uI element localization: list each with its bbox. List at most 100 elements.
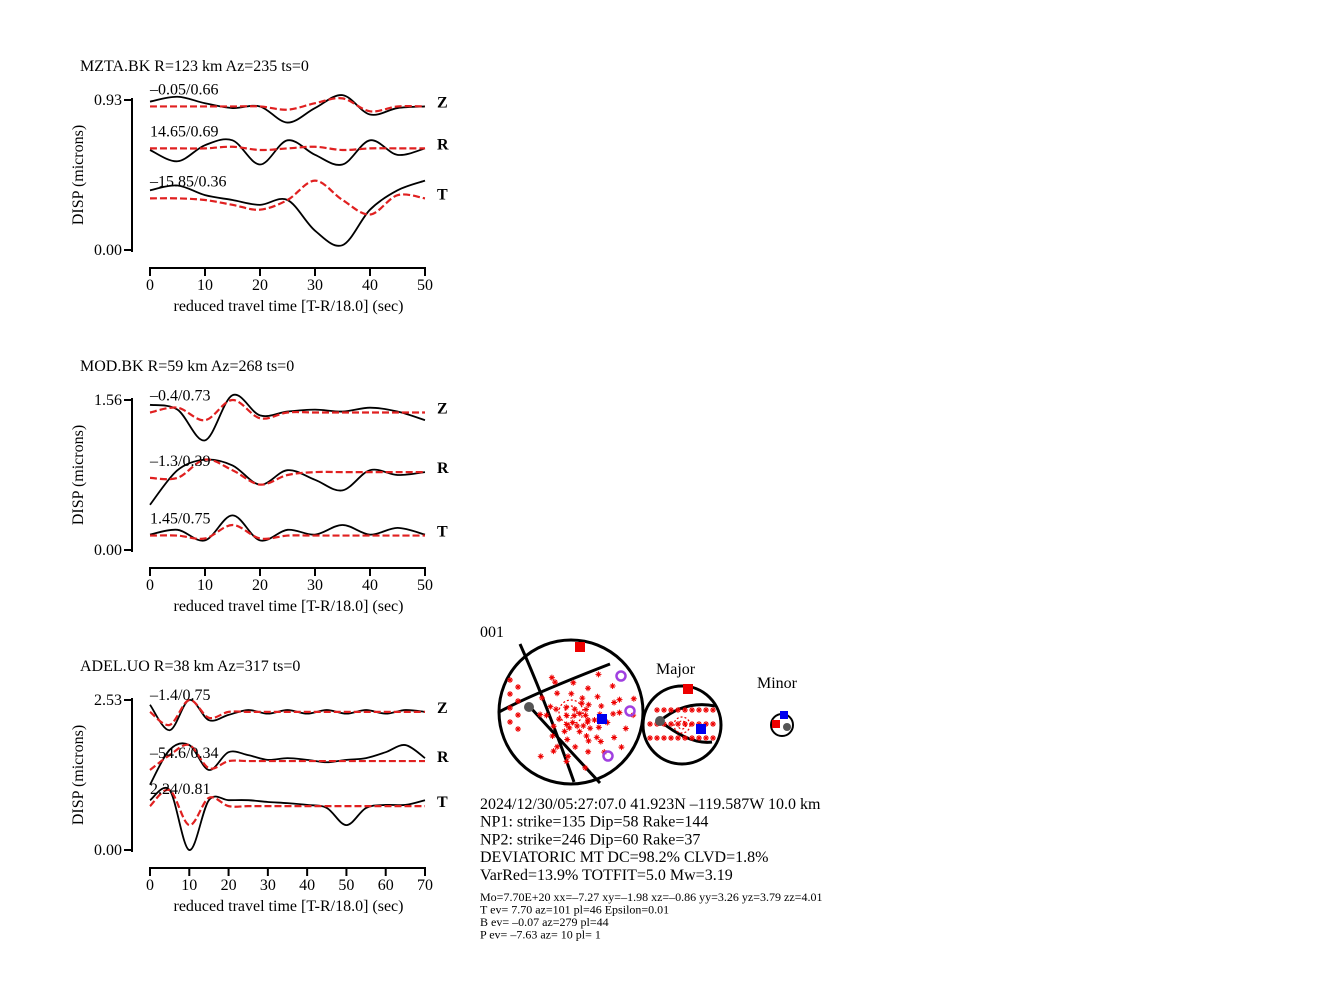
star bbox=[553, 706, 560, 713]
x-tick-label: 30 bbox=[307, 277, 323, 294]
star bbox=[630, 695, 637, 702]
x-tick-label: 10 bbox=[181, 877, 197, 894]
star bbox=[661, 707, 667, 713]
star bbox=[696, 735, 702, 741]
star bbox=[654, 707, 660, 713]
star bbox=[609, 683, 616, 690]
star bbox=[585, 737, 592, 744]
x-tick-label: 20 bbox=[221, 877, 237, 894]
star bbox=[616, 696, 623, 703]
star bbox=[668, 735, 674, 741]
star bbox=[568, 690, 575, 697]
star bbox=[548, 674, 555, 681]
mechanism-line: VarRed=13.9% TOTFIT=5.0 Mw=3.19 bbox=[480, 867, 733, 884]
y-tick-label: 0.93 bbox=[94, 92, 122, 109]
star bbox=[554, 690, 561, 697]
star bbox=[682, 707, 688, 713]
component-label: R bbox=[437, 749, 449, 766]
t-axis bbox=[575, 642, 585, 652]
star bbox=[585, 685, 592, 692]
star bbox=[587, 725, 594, 732]
star bbox=[565, 753, 572, 760]
x-tick-label: 0 bbox=[146, 877, 154, 894]
x-tick-label: 40 bbox=[299, 877, 315, 894]
x-tick-label: 40 bbox=[362, 277, 378, 294]
star bbox=[703, 735, 709, 741]
star bbox=[563, 721, 570, 728]
x-axis-label: reduced travel time [T-R/18.0] (sec) bbox=[174, 298, 404, 315]
star bbox=[597, 738, 604, 745]
star bbox=[571, 706, 578, 713]
star bbox=[604, 719, 611, 726]
observed-trace bbox=[149, 94, 426, 124]
star bbox=[675, 707, 681, 713]
synthetic-trace bbox=[149, 398, 425, 422]
star bbox=[571, 712, 578, 719]
star bbox=[570, 679, 577, 686]
station bbox=[602, 750, 614, 762]
mechanism: 001 Major Minor 2024/12/30/05:27:07.0 41… bbox=[480, 624, 822, 942]
star bbox=[579, 695, 586, 702]
star bbox=[583, 732, 590, 739]
star bbox=[668, 707, 674, 713]
t-axis bbox=[772, 720, 780, 728]
observed-trace bbox=[149, 138, 426, 166]
component-label: T bbox=[437, 524, 448, 541]
mechanism-detail: T ev= 7.70 az=101 pl=46 Epsilon=0.01 bbox=[480, 903, 669, 917]
star bbox=[682, 721, 688, 727]
x-tick-label: 20 bbox=[252, 277, 268, 294]
x-tick-label: 30 bbox=[307, 577, 323, 594]
mechanism-detail: P ev= –7.63 az= 10 pl= 1 bbox=[480, 928, 601, 942]
y-tick-label: 0.00 bbox=[94, 242, 122, 259]
component-label: Z bbox=[437, 94, 448, 111]
component-label: R bbox=[437, 136, 449, 153]
fit-annotation: –0.4/0.73 bbox=[149, 388, 210, 405]
star bbox=[696, 707, 702, 713]
star bbox=[661, 735, 667, 741]
star bbox=[547, 703, 554, 710]
y-axis-label: DISP (microns) bbox=[70, 725, 87, 825]
mechanism-detail: Mo=7.70E+20 xx=–7.27 xy=–1.98 xz=–0.86 y… bbox=[480, 890, 822, 904]
star-ring bbox=[558, 699, 584, 725]
observed-trace bbox=[149, 699, 426, 732]
mechanism-detail: B ev= –0.07 az=279 pl=44 bbox=[480, 915, 609, 929]
x-tick-label: 60 bbox=[378, 877, 394, 894]
minor-label: Minor bbox=[757, 675, 798, 692]
mechanism-line: DEVIATORIC MT DC=98.2% CLVD=1.8% bbox=[480, 849, 768, 866]
x-tick-label: 70 bbox=[417, 877, 433, 894]
star bbox=[591, 716, 598, 723]
mechanism-line: NP1: strike=135 Dip=58 Rake=144 bbox=[480, 814, 708, 831]
component-label: T bbox=[437, 186, 448, 203]
panel-title: ADEL.UO R=38 km Az=317 ts=0 bbox=[80, 658, 300, 675]
star bbox=[580, 722, 587, 729]
x-tick-label: 40 bbox=[362, 577, 378, 594]
p-axis bbox=[783, 723, 791, 731]
star bbox=[611, 734, 618, 741]
fit-annotation: –1.3/0.39 bbox=[149, 453, 210, 470]
x-tick-label: 10 bbox=[197, 277, 213, 294]
synthetic-trace bbox=[149, 458, 425, 486]
star bbox=[537, 711, 544, 718]
star bbox=[538, 694, 545, 701]
star bbox=[550, 748, 557, 755]
x-tick-label: 30 bbox=[260, 877, 276, 894]
fit-annotation: 2.24/0.81 bbox=[150, 781, 210, 798]
star bbox=[566, 724, 573, 731]
star bbox=[515, 698, 521, 704]
star bbox=[556, 716, 563, 723]
star bbox=[585, 701, 592, 708]
observed-trace bbox=[149, 179, 426, 247]
star bbox=[682, 735, 688, 741]
y-axis-label: DISP (microns) bbox=[70, 125, 87, 225]
star bbox=[675, 735, 681, 741]
component-label: Z bbox=[437, 401, 448, 418]
fit-annotation: –54.6/0.34 bbox=[149, 745, 218, 762]
x-tick-label: 20 bbox=[252, 577, 268, 594]
star bbox=[563, 712, 570, 719]
star bbox=[595, 724, 602, 731]
star bbox=[537, 753, 544, 760]
star bbox=[585, 748, 592, 755]
star bbox=[583, 706, 590, 713]
star bbox=[578, 700, 585, 707]
x-tick-label: 50 bbox=[417, 277, 433, 294]
